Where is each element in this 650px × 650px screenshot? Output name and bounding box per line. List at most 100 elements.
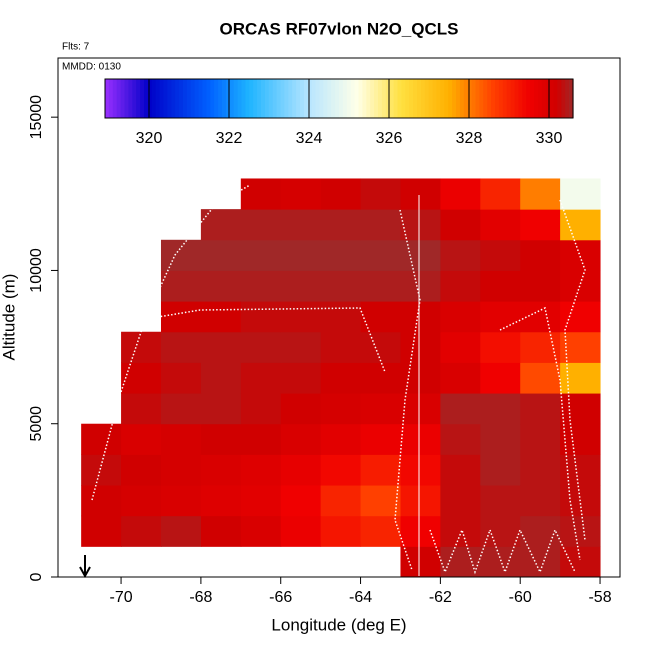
heat-cell [400, 485, 441, 517]
colorbar-swatch [530, 79, 535, 118]
heat-cell [400, 301, 441, 333]
colorbar-swatch [288, 79, 293, 118]
heat-cell [280, 423, 322, 455]
colorbar-swatch [456, 79, 461, 118]
heat-cell [440, 239, 481, 271]
colorbar-swatch [268, 79, 274, 118]
y-axis-label: Altitude (m) [0, 274, 18, 361]
colorbar-swatch [487, 79, 492, 118]
heat-cell [121, 454, 162, 486]
heat-cell [280, 331, 322, 363]
colorbar-swatch [405, 79, 410, 118]
heat-cell [240, 178, 282, 210]
colorbar-swatch [342, 79, 348, 118]
heat-cell [160, 270, 202, 302]
heat-cell [560, 393, 601, 425]
colorbar-swatch [514, 79, 519, 118]
colorbar-swatch [440, 79, 445, 118]
heat-cell [520, 485, 561, 517]
colorbar-swatch [401, 79, 406, 118]
colorbar-swatch [140, 79, 145, 118]
colorbar-swatch [354, 79, 360, 118]
colorbar-swatch [553, 79, 558, 118]
colorbar-swatch [237, 79, 243, 118]
colorbar-swatch [272, 79, 278, 118]
heat-cell [200, 362, 242, 394]
heat-cell [360, 393, 401, 425]
colorbar-swatch [284, 79, 289, 118]
heat-cell [560, 301, 601, 333]
heat-cell [480, 546, 521, 578]
colorbar-swatch [448, 79, 453, 118]
heat-cell [520, 454, 561, 486]
heat-cell [200, 454, 242, 486]
colorbar-swatch [413, 79, 418, 118]
flight-track [91, 184, 251, 501]
colorbar-swatch [436, 79, 441, 118]
colorbar-swatch [319, 79, 324, 118]
colorbar-swatch [327, 79, 332, 118]
colorbar-tick-label: 320 [136, 130, 163, 147]
heat-cell [440, 485, 481, 517]
heat-cell [520, 178, 561, 210]
colorbar-swatch [249, 79, 254, 118]
heat-cell [480, 239, 521, 271]
heat-cell [400, 209, 441, 241]
colorbar-swatch [339, 79, 344, 118]
heat-cell [520, 546, 561, 578]
heat-cell [400, 362, 441, 394]
heat-cell [160, 362, 202, 394]
colorbar-swatch [366, 79, 371, 118]
colorbar-swatch [459, 79, 465, 118]
heat-cell [480, 362, 521, 394]
colorbar-swatch [518, 79, 523, 118]
colorbar-swatch [534, 79, 539, 118]
heat-cell [160, 485, 202, 517]
colorbar-swatch [147, 79, 153, 118]
heat-cell [360, 209, 401, 241]
y-tick-label: 15000 [28, 95, 45, 140]
heat-cell [400, 178, 441, 210]
colorbar-swatch [541, 79, 547, 118]
colorbar-swatch [280, 79, 285, 118]
heat-cell [160, 515, 202, 547]
colorbar-frame [104, 78, 574, 119]
colorbar-tick-label: 324 [296, 130, 323, 147]
heat-cell [440, 301, 481, 333]
colorbar-swatch [370, 79, 375, 118]
colorbar-swatch [498, 79, 504, 118]
colorbar-swatch [420, 79, 426, 118]
colorbar-swatch [105, 79, 110, 118]
heat-cell [200, 485, 242, 517]
heat-cell [440, 546, 481, 578]
colorbar-swatch [253, 79, 258, 118]
colorbar-swatch [475, 79, 480, 118]
heat-cell [240, 301, 282, 333]
heat-cell [400, 546, 441, 578]
colorbar-swatch [202, 79, 207, 118]
heat-cell [560, 209, 601, 241]
heat-cell [480, 393, 521, 425]
colorbar-swatch [346, 79, 352, 118]
colorbar-swatch [362, 79, 367, 118]
flight-track [139, 307, 386, 373]
colorbar-swatch [171, 79, 176, 118]
heatmap-cells [81, 178, 601, 578]
colorbar-tick-label: 330 [536, 130, 563, 147]
heat-cell [400, 454, 441, 486]
heat-cell [121, 393, 162, 425]
heat-cell [200, 331, 242, 363]
colorbar-swatch [210, 79, 215, 118]
heat-cell [160, 301, 202, 333]
heat-cell [280, 239, 322, 271]
heat-cell [320, 362, 362, 394]
heat-cell [360, 239, 401, 271]
colorbar-swatch [510, 79, 516, 118]
heat-cell [400, 239, 441, 271]
heat-cell [240, 454, 282, 486]
heat-cell [520, 362, 561, 394]
heat-cell [480, 515, 521, 547]
colorbar-swatch [159, 79, 165, 118]
